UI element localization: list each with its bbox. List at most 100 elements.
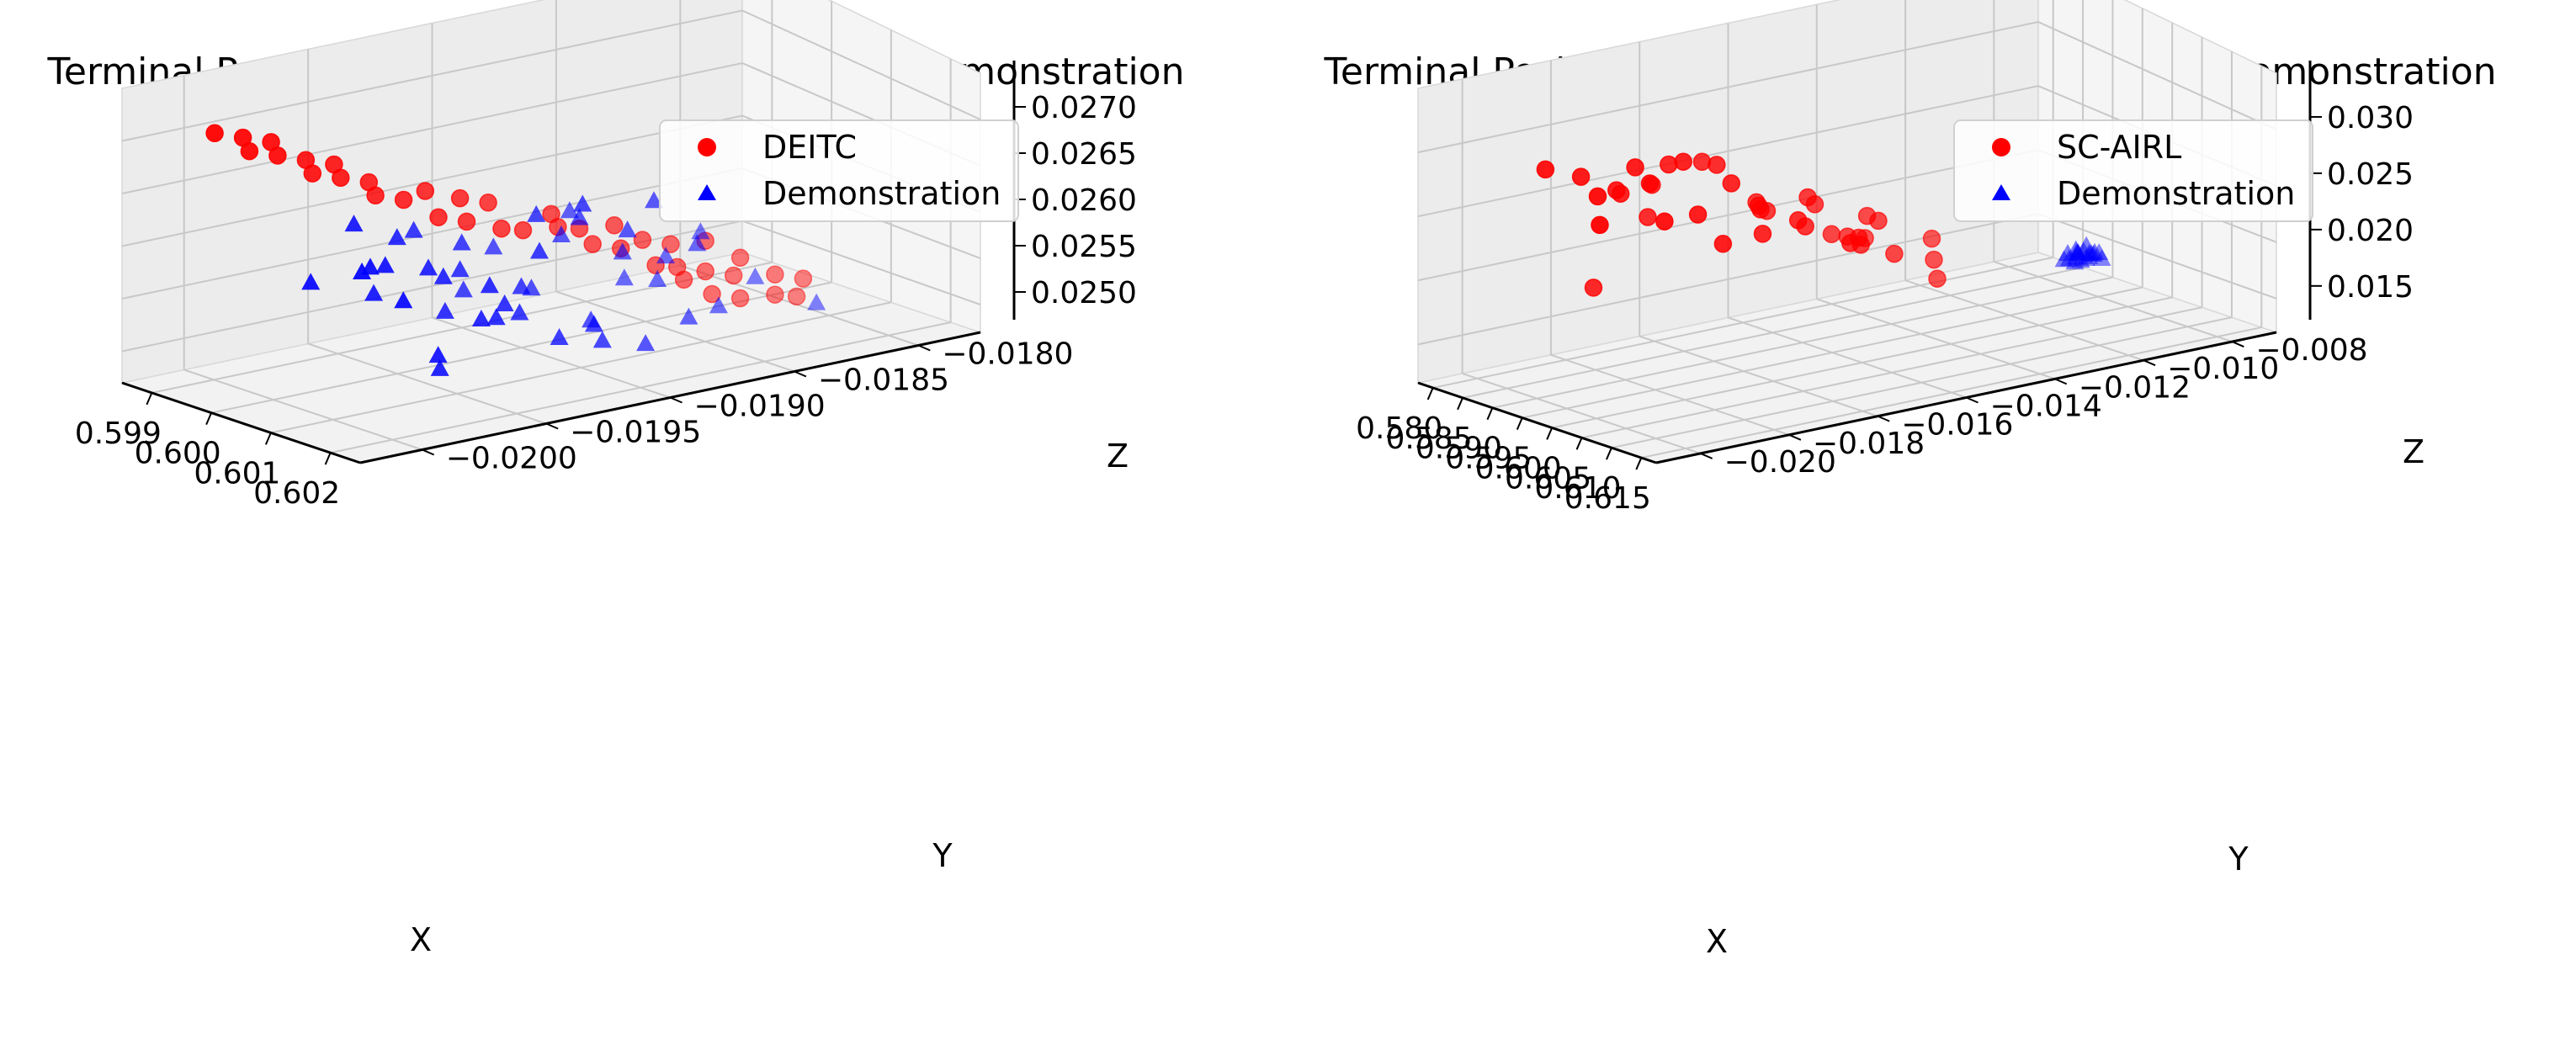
data-point (2085, 242, 2105, 260)
data-point (2071, 251, 2090, 268)
grid-line-y (307, 342, 547, 425)
z-tick-label: 0.015 (2327, 270, 2414, 305)
data-point (529, 241, 549, 259)
legend-marker-deitc (698, 138, 716, 156)
data-point (1660, 155, 1678, 174)
data-point (359, 172, 379, 192)
data-point (618, 220, 637, 238)
data-point (691, 222, 710, 240)
data-point (394, 291, 413, 309)
data-point (1536, 160, 1555, 179)
x-tick (1575, 437, 1583, 450)
data-point (512, 277, 531, 294)
grid-line-y (679, 264, 919, 347)
y-tick (1788, 433, 1802, 441)
x-tick (1426, 387, 1434, 400)
data-point (513, 220, 533, 240)
data-point (605, 216, 624, 235)
y-tick-label: −0.0190 (694, 390, 826, 424)
data-point (479, 194, 497, 212)
data-point (301, 273, 321, 290)
x-tick-label: 0.615 (1564, 481, 1651, 516)
data-point (583, 235, 602, 253)
data-point (296, 151, 316, 169)
grid-line-y (1639, 335, 1878, 417)
data-point (1751, 200, 1770, 219)
y-axis-label: Y (2228, 841, 2249, 878)
legend-frame (659, 119, 1019, 222)
data-point (730, 248, 750, 268)
data-point (688, 234, 707, 252)
data-point (614, 268, 634, 286)
data-point (430, 358, 449, 376)
x-tick-label: 0.599 (75, 416, 162, 451)
x-axis-label: X (410, 921, 432, 958)
x-tick (1635, 457, 1643, 470)
data-point (1928, 269, 1947, 288)
data-point (429, 208, 448, 226)
grid-line-y (1904, 279, 2144, 362)
z-tick-label: 0.0250 (1031, 276, 1137, 310)
data-point (560, 201, 579, 219)
y-tick (917, 344, 931, 352)
data-point (471, 309, 491, 326)
y-tick-label: −0.020 (1724, 445, 1836, 480)
z-tick-label: 0.0260 (1031, 183, 1137, 218)
data-point (2074, 241, 2093, 259)
data-point (1922, 229, 1941, 248)
data-point (2092, 249, 2111, 267)
data-point (2054, 250, 2074, 268)
data-point (679, 307, 698, 325)
data-point (1584, 278, 1603, 297)
data-point (696, 262, 714, 281)
data-point (1688, 205, 1708, 224)
x-tick (1546, 427, 1554, 440)
grid-line-y (1994, 261, 2233, 343)
data-point (375, 256, 395, 273)
data-point (1655, 212, 1674, 231)
data-point (1798, 188, 1817, 207)
data-point (1822, 225, 1841, 244)
z-tick-label: 0.020 (2327, 214, 2414, 248)
x-tick-label: 0.595 (1445, 442, 1532, 476)
data-point (325, 155, 343, 174)
y-tick (545, 422, 559, 430)
data-point (1640, 174, 1660, 193)
series-sc-airl (1536, 152, 1947, 297)
data-point (2090, 243, 2109, 261)
data-point (452, 233, 471, 251)
data-point (1788, 211, 1808, 230)
data-point (2084, 245, 2103, 263)
data-point (1925, 250, 1943, 269)
data-point (1885, 244, 1904, 263)
x-tick-label: 0.585 (1386, 422, 1473, 456)
data-point (1626, 158, 1644, 177)
legend: SC-AIRL Demonstration (1953, 119, 2313, 222)
y-tick-label: −0.008 (2255, 333, 2367, 368)
x-tick (1516, 417, 1523, 430)
data-point (2066, 240, 2085, 257)
data-point (1607, 181, 1626, 199)
y-tick (422, 448, 435, 456)
data-point (364, 284, 384, 301)
x-tick (264, 432, 272, 445)
data-point (703, 284, 721, 304)
chart-left: Terminal Position of End-effector of DEI… (47, 0, 1184, 958)
z-tick-label: 0.030 (2327, 101, 2414, 135)
data-point (2079, 247, 2099, 264)
x-tick-label: 0.600 (135, 437, 221, 471)
data-point (1753, 225, 1772, 243)
grid-line-y (1462, 372, 1701, 454)
data-point (794, 269, 813, 288)
data-point (433, 267, 453, 284)
data-point (428, 346, 448, 363)
x-tick-label: 0.590 (1415, 432, 1502, 466)
data-point (807, 293, 826, 310)
x-tick-label: 0.580 (1356, 411, 1442, 446)
y-tick (1700, 453, 1713, 459)
data-point (613, 242, 632, 260)
data-point (510, 303, 529, 321)
data-point (1591, 215, 1609, 235)
series-demonstration (301, 191, 826, 376)
